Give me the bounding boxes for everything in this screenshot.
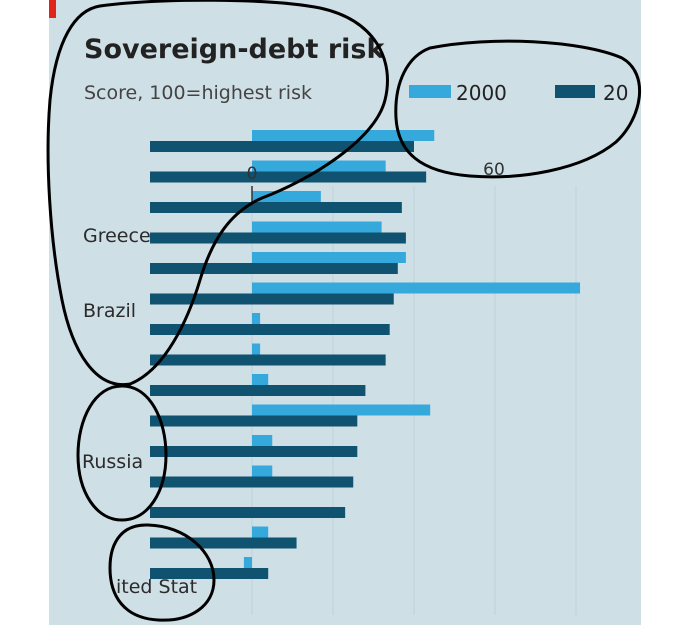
bar-2000-row-14 xyxy=(243,557,252,568)
legend-label-20: 20 xyxy=(603,81,628,105)
bar-latest-row-2 xyxy=(150,202,402,213)
bar-2000-row-3 xyxy=(252,221,382,233)
brand-accent-mark xyxy=(49,0,56,18)
legend-swatch-2000 xyxy=(409,85,451,98)
bar-latest-row-8 xyxy=(150,385,366,396)
x-tick-label-60: 60 xyxy=(483,160,505,180)
chart-subtitle: Score, 100=highest risk xyxy=(84,82,312,104)
category-label-united-states: ited Stat xyxy=(116,576,197,598)
bar-2000-row-4 xyxy=(252,252,406,263)
bar-2000-row-10 xyxy=(252,435,273,446)
bar-latest-row-12 xyxy=(150,507,346,518)
category-label-brazil: Brazil xyxy=(83,300,136,322)
bar-latest-row-5 xyxy=(150,293,394,305)
bar-latest-row-4 xyxy=(150,263,398,274)
bar-latest-row-0 xyxy=(150,141,414,152)
category-label-russia: Russia xyxy=(82,451,143,473)
bar-2000-row-1 xyxy=(252,160,386,172)
legend-label-2000: 2000 xyxy=(456,81,507,105)
bar-2000-row-5 xyxy=(252,282,581,294)
annotation-loop-title xyxy=(46,0,389,387)
chart-panel xyxy=(49,0,641,625)
bar-latest-row-1 xyxy=(150,171,427,183)
chart-title: Sovereign-debt risk xyxy=(84,34,385,65)
bar-latest-row-9 xyxy=(150,415,358,427)
bars-group xyxy=(150,130,581,579)
bar-latest-row-3 xyxy=(150,232,406,244)
legend-swatch-20 xyxy=(555,85,595,98)
annotation-loop-united-states xyxy=(108,523,216,622)
bar-2000-row-7 xyxy=(252,343,261,355)
bar-latest-row-6 xyxy=(150,324,390,335)
x-tick-label-0: 0 xyxy=(247,164,258,184)
bar-2000-row-9 xyxy=(252,404,431,416)
bar-latest-row-14 xyxy=(150,568,269,579)
bar-latest-row-11 xyxy=(150,476,354,488)
annotation-loop-legend xyxy=(394,39,642,179)
bar-2000-row-6 xyxy=(252,313,261,324)
bar-latest-row-13 xyxy=(150,537,297,549)
bar-2000-row-11 xyxy=(252,465,273,477)
bar-latest-row-10 xyxy=(150,446,358,457)
bar-latest-row-7 xyxy=(150,354,386,366)
bar-2000-row-13 xyxy=(252,526,269,538)
bar-2000-row-2 xyxy=(252,191,321,202)
bar-2000-row-8 xyxy=(252,374,269,385)
category-label-greece: Greece xyxy=(83,225,151,247)
annotation-loop-russia xyxy=(76,384,168,522)
bar-2000-row-0 xyxy=(252,130,435,141)
